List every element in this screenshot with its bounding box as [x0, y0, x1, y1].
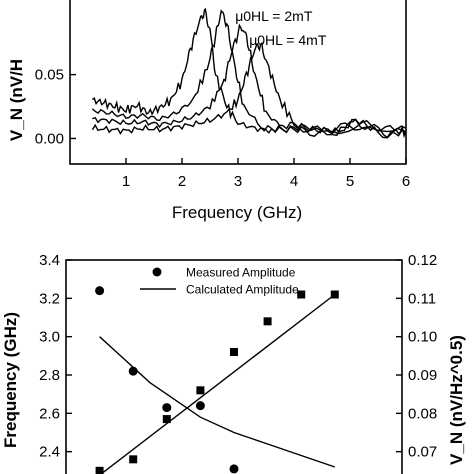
top-x-tick-label: 4 — [290, 173, 298, 190]
frequency-square-point — [129, 455, 138, 464]
top-annotations: μ0HL = 2mT μ0HL = 4mT — [235, 8, 327, 48]
top-spectrum-line — [91, 9, 407, 139]
top-x-ticks: 1 2 3 4 5 6 — [122, 158, 410, 190]
bottom-left-y-tick-label: 3.0 — [39, 329, 60, 346]
frequency-square-point — [196, 386, 205, 395]
bottom-legend: Measured Amplitude Calculated Amplitude — [140, 266, 299, 297]
bottom-right-y-tick-label: 0.12 — [408, 252, 437, 269]
bottom-right-y-tick-label: 0.10 — [408, 329, 437, 346]
top-y-ticks: 0.00 0.05 — [35, 67, 76, 147]
top-x-tick-label: 1 — [122, 173, 130, 190]
top-xlabel: Frequency (GHz) — [172, 203, 302, 222]
legend-circle-marker — [152, 267, 162, 277]
top-series-group — [91, 7, 407, 139]
top-spectrum-line — [91, 41, 407, 139]
bottom-left-y-tick-label: 2.4 — [39, 444, 60, 461]
top-spectrum-line — [91, 7, 407, 136]
top-x-tick-label: 5 — [346, 173, 354, 190]
measured-amplitude-point — [229, 464, 239, 474]
calculated-amplitude-line — [99, 336, 336, 468]
top-x-tick-label: 2 — [178, 173, 186, 190]
legend-label: Measured Amplitude — [186, 266, 296, 280]
frequency-square-point — [330, 290, 339, 299]
bottom-right-y-ticks: 0.07 0.08 0.09 0.10 0.11 0.12 — [396, 252, 437, 461]
top-spectrum-line — [92, 23, 407, 139]
measured-amplitude-point — [195, 401, 205, 411]
measured-amplitude-point — [95, 286, 105, 296]
top-y-tick-label: 0.00 — [35, 130, 64, 147]
bottom-left-y-ticks: 2.4 2.6 2.8 3.0 3.2 3.4 — [39, 252, 72, 461]
bottom-left-y-tick-label: 2.6 — [39, 405, 60, 422]
top-field-annotation: μ0HL = 2mT — [235, 8, 313, 24]
bottom-series-group — [95, 286, 339, 474]
bottom-right-y-tick-label: 0.09 — [408, 367, 437, 384]
frequency-square-point — [263, 317, 272, 326]
bottom-panel: Frequency (GHz) V_N (nV/Hz^0.5) 2.42.62.… — [1, 252, 466, 474]
bottom-right-y-tick-label: 0.07 — [408, 444, 437, 461]
bottom-left-y-tick-label: 3.4 — [39, 252, 60, 269]
frequency-fit-line — [99, 293, 336, 474]
frequency-square-point — [297, 290, 306, 299]
top-x-tick-label: 3 — [234, 173, 242, 190]
top-ylabel: V_N (nV/H — [7, 59, 26, 141]
measured-amplitude-point — [128, 366, 138, 376]
frequency-square-point — [162, 415, 171, 424]
top-y-tick-label: 0.05 — [35, 67, 64, 84]
bottom-left-ylabel: Frequency (GHz) — [1, 312, 20, 448]
bottom-right-y-tick-label: 0.11 — [408, 290, 436, 307]
legend-label: Calculated Amplitude — [186, 283, 299, 297]
bottom-right-ylabel: V_N (nV/Hz^0.5) — [447, 335, 466, 465]
bottom-left-y-tick-label: 3.2 — [39, 290, 60, 307]
frequency-square-point — [95, 466, 104, 474]
measured-amplitude-point — [162, 403, 172, 413]
top-field-annotation: μ0HL = 4mT — [249, 32, 327, 48]
bottom-right-y-tick-label: 0.08 — [408, 405, 437, 422]
top-x-tick-label: 6 — [402, 173, 410, 190]
frequency-square-point — [230, 348, 238, 356]
bottom-left-y-tick-label: 2.8 — [39, 367, 60, 384]
